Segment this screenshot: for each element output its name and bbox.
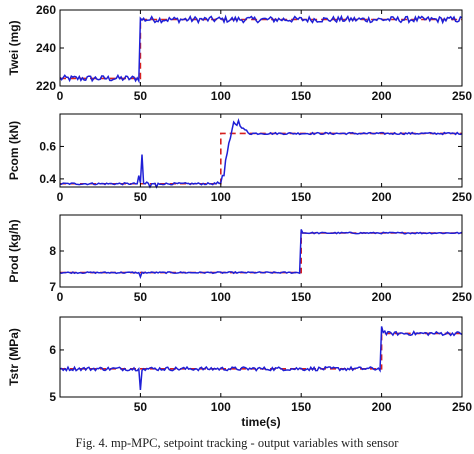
panel-3: 0 50 100 150 200 250 7 8 Prod (kg/h) xyxy=(7,214,472,304)
x-tick-label: 200 xyxy=(372,89,392,103)
x-tick-label: 150 xyxy=(291,89,311,103)
output-line xyxy=(59,117,463,189)
y-tick-label: 0.6 xyxy=(39,139,56,153)
x-tick-label: 250 xyxy=(452,290,472,304)
x-tick-label: 100 xyxy=(211,89,231,103)
x-tick-label: 100 xyxy=(211,290,231,304)
y-tick-label: 0.4 xyxy=(39,172,56,186)
axes-box xyxy=(59,316,463,398)
output-line xyxy=(59,14,463,84)
x-tick-label: 250 xyxy=(452,89,472,103)
y-axis-label: Pcom (kN) xyxy=(7,121,21,180)
panel-4: 50 100 150 200 250 5 6 Tstr (MPa) time(s) xyxy=(7,316,472,429)
setpoint-line xyxy=(60,18,462,80)
axes-box xyxy=(59,214,463,288)
x-tick-label: 250 xyxy=(452,190,472,204)
panel-2: 0 50 100 150 200 250 0.4 0.6 Pcom (kN) xyxy=(7,113,472,204)
figure-caption: Fig. 4. mp-MPC, setpoint tracking - outp… xyxy=(75,436,399,450)
y-axis-label: Prod (kg/h) xyxy=(7,219,21,282)
x-tick-label: 0 xyxy=(57,190,64,204)
y-tick-label: 220 xyxy=(36,79,56,93)
x-tick-label: 50 xyxy=(134,89,148,103)
setpoint-line xyxy=(60,132,462,185)
y-tick-label: 260 xyxy=(36,3,56,17)
output-line xyxy=(59,229,463,280)
panel-1: 0 50 100 150 200 250 220 240 260 Twei (mg) xyxy=(7,3,472,103)
x-tick-label: 100 xyxy=(211,400,231,414)
x-tick-label: 50 xyxy=(134,400,148,414)
x-tick-label: 200 xyxy=(372,290,392,304)
x-tick-label: 200 xyxy=(372,400,392,414)
output-line xyxy=(59,326,463,390)
x-tick-label: 150 xyxy=(291,290,311,304)
x-axis-label: time(s) xyxy=(241,415,280,429)
setpoint-line xyxy=(60,332,462,370)
y-tick-label: 6 xyxy=(49,343,56,357)
y-axis-label: Tstr (MPa) xyxy=(7,328,21,386)
y-axis-label: Twei (mg) xyxy=(7,20,21,75)
x-tick-label: 50 xyxy=(134,290,148,304)
x-tick-label: 200 xyxy=(372,190,392,204)
y-tick-label: 5 xyxy=(49,390,56,404)
x-tick-label: 150 xyxy=(291,400,311,414)
x-tick-label: 150 xyxy=(291,190,311,204)
x-tick-label: 250 xyxy=(452,400,472,414)
y-tick-label: 7 xyxy=(49,280,56,294)
y-tick-label: 240 xyxy=(36,41,56,55)
setpoint-line xyxy=(60,232,462,274)
x-tick-label: 0 xyxy=(57,89,64,103)
x-tick-label: 0 xyxy=(57,290,64,304)
x-tick-label: 100 xyxy=(211,190,231,204)
axes-box xyxy=(59,113,463,188)
x-tick-label: 50 xyxy=(134,190,148,204)
y-tick-label: 8 xyxy=(49,244,56,258)
